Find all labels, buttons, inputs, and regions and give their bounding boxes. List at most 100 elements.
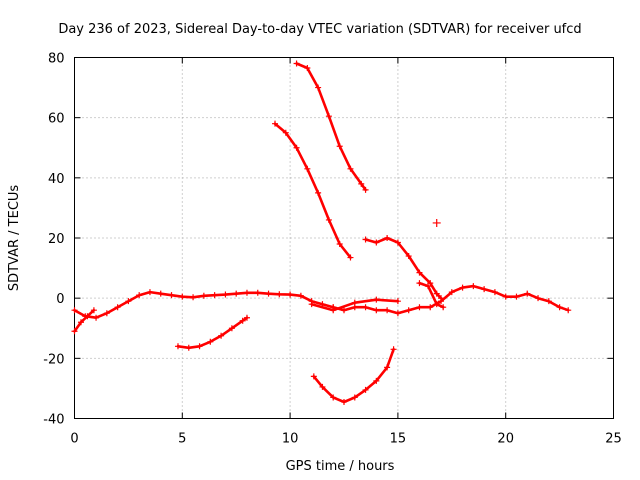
data-point — [481, 286, 488, 293]
data-point — [304, 165, 311, 172]
data-point — [545, 298, 552, 305]
data-point — [222, 291, 229, 298]
data-point — [384, 364, 391, 371]
isolated-data-point — [432, 218, 441, 227]
series-layer — [71, 60, 572, 405]
data-point — [84, 313, 91, 320]
data-point — [351, 394, 358, 401]
y-tick-label: 0 — [56, 292, 64, 307]
data-point — [233, 290, 240, 297]
y-axis-label: SDTVAR / TECUs — [7, 185, 22, 292]
data-point — [310, 373, 317, 380]
data-point — [293, 60, 300, 67]
data-point — [491, 289, 498, 296]
series-arc-high-mid — [272, 120, 354, 261]
data-point — [405, 253, 412, 260]
data-point — [228, 325, 235, 332]
data-point — [136, 292, 143, 299]
series-arc-dip — [310, 346, 397, 405]
data-point — [272, 120, 279, 127]
series-arc-baseline-right — [330, 283, 572, 317]
data-point — [394, 239, 401, 246]
data-point — [427, 304, 434, 311]
data-point — [336, 241, 343, 248]
data-point — [276, 291, 283, 298]
series-arc-high-top — [293, 60, 369, 193]
y-tick-label: 60 — [48, 112, 65, 127]
data-point — [200, 292, 207, 299]
y-tick-label: 20 — [48, 232, 65, 247]
data-point — [565, 307, 572, 314]
data-point — [459, 284, 466, 291]
data-point — [416, 280, 423, 287]
data-point — [440, 304, 447, 311]
data-point — [427, 280, 434, 287]
data-point — [293, 144, 300, 151]
series-arc-mid-right — [362, 235, 445, 302]
data-point — [358, 180, 365, 187]
data-point — [556, 304, 563, 311]
data-point — [425, 283, 432, 290]
data-point — [362, 386, 369, 393]
x-tick-label: 5 — [178, 432, 186, 447]
data-point — [125, 298, 132, 305]
series-arc-lower-left — [174, 314, 250, 351]
data-point — [265, 290, 272, 297]
series-line — [312, 348, 395, 404]
data-point — [362, 186, 369, 193]
x-axis-label: GPS time / hours — [286, 459, 395, 474]
y-tick-label: 80 — [48, 52, 65, 67]
grid-lines — [74, 57, 614, 419]
data-point — [114, 304, 121, 311]
series-arc-upper-right-cross — [416, 280, 447, 311]
data-point — [373, 239, 380, 246]
data-point — [325, 216, 332, 223]
data-point — [394, 298, 401, 305]
data-point — [185, 344, 192, 351]
data-point — [297, 292, 304, 299]
data-point — [304, 65, 311, 72]
y-tick-label: 40 — [48, 172, 65, 187]
data-point — [373, 296, 380, 303]
data-point — [416, 304, 423, 311]
data-point — [211, 292, 218, 299]
data-point — [168, 292, 175, 299]
data-point — [103, 310, 110, 317]
data-point — [71, 328, 78, 335]
x-tick-label: 0 — [70, 432, 78, 447]
data-point — [71, 307, 78, 314]
data-point — [196, 343, 203, 350]
data-point — [93, 314, 100, 321]
data-point — [190, 294, 197, 301]
data-point — [174, 343, 181, 350]
data-point — [362, 304, 369, 311]
data-point — [287, 291, 294, 298]
series-line — [73, 308, 96, 333]
x-tick-labels: 0 5 10 15 20 25 — [70, 432, 621, 447]
series-line — [418, 281, 445, 309]
data-point — [207, 338, 214, 345]
data-point — [77, 319, 84, 326]
y-tick-labels: -40 -20 0 20 40 60 80 — [43, 52, 64, 428]
data-point — [243, 314, 250, 321]
series-arc-baseline-main — [71, 289, 337, 321]
data-point — [157, 290, 164, 297]
data-point — [330, 307, 337, 314]
data-point — [416, 269, 423, 276]
series-line — [273, 122, 352, 259]
series-line — [176, 316, 249, 350]
data-point — [315, 189, 322, 196]
data-point — [351, 299, 358, 306]
axis-ticks — [74, 57, 614, 419]
data-point — [394, 310, 401, 317]
data-point — [218, 332, 225, 339]
x-tick-label: 10 — [282, 432, 299, 447]
data-point — [433, 301, 440, 308]
data-point — [362, 236, 369, 243]
y-tick-label: -20 — [43, 352, 64, 367]
data-point — [390, 346, 397, 353]
data-point — [433, 290, 440, 297]
data-point — [373, 307, 380, 314]
x-tick-label: 20 — [497, 432, 514, 447]
